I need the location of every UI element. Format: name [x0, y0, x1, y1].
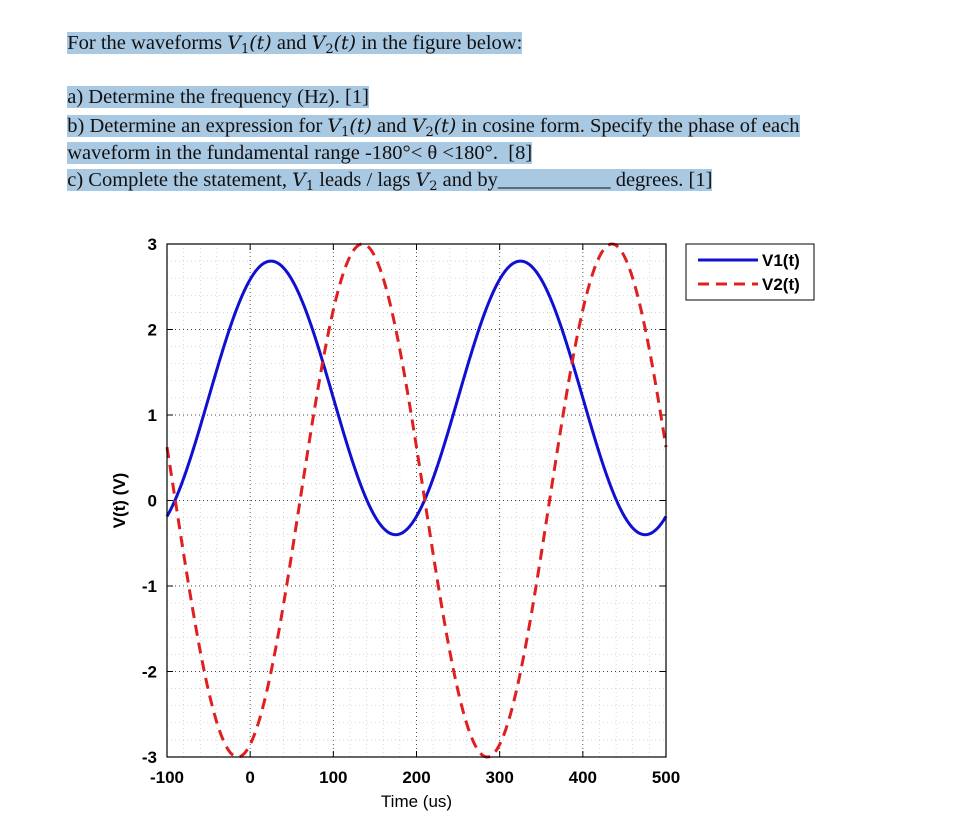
- legend-label: V2(t): [762, 275, 800, 294]
- series-line-2: [165, 242, 668, 759]
- y-tick-label: -1: [142, 577, 157, 596]
- y-tick-label: 1: [148, 406, 157, 425]
- y-axis-label: V(t) (V): [110, 473, 129, 529]
- chart-grid: [166, 243, 667, 758]
- v2-symbol: V2(t): [311, 32, 357, 57]
- v1-symbol: V1(t): [227, 32, 272, 57]
- legend-label: V1(t): [762, 251, 800, 270]
- question-intro: For the waveforms V1(t) and V2(t) in the…: [67, 32, 523, 57]
- x-tick-label: -100: [150, 768, 184, 787]
- question-part-a: a) Determine the frequency (Hz). [1]: [67, 86, 369, 108]
- series-line-1: [165, 259, 668, 537]
- x-tick-label: 100: [319, 768, 347, 787]
- x-axis-label: Time (us): [381, 792, 452, 811]
- intro-text: For the waveforms: [67, 32, 228, 54]
- y-tick-label: 0: [148, 492, 157, 511]
- y-tick-label: -3: [142, 748, 157, 767]
- plot-frame: [166, 243, 667, 758]
- x-tick-label: 400: [569, 768, 597, 787]
- chart-ticks: -100 0 100 200 300 400 500 -3 -2 -1 0 1 2 3: [142, 235, 680, 787]
- y-tick-label: 3: [148, 235, 157, 254]
- y-tick-label: -2: [142, 663, 157, 682]
- x-tick-label: 500: [652, 768, 680, 787]
- chart-curves: [165, 242, 668, 759]
- x-tick-label: 300: [485, 768, 513, 787]
- x-tick-label: 0: [245, 768, 254, 787]
- legend-box: [685, 243, 815, 301]
- chart-legend: V1(t) V2(t): [685, 243, 815, 301]
- question-part-b-line1: b) Determine an expression for V1(t) and…: [67, 115, 800, 140]
- question-part-c: c) Complete the statement, V1 leads / la…: [67, 169, 713, 194]
- y-tick-label: 2: [148, 321, 157, 340]
- question-part-b-line2: waveform in the fundamental range -180°<…: [67, 142, 533, 164]
- x-tick-label: 200: [402, 768, 430, 787]
